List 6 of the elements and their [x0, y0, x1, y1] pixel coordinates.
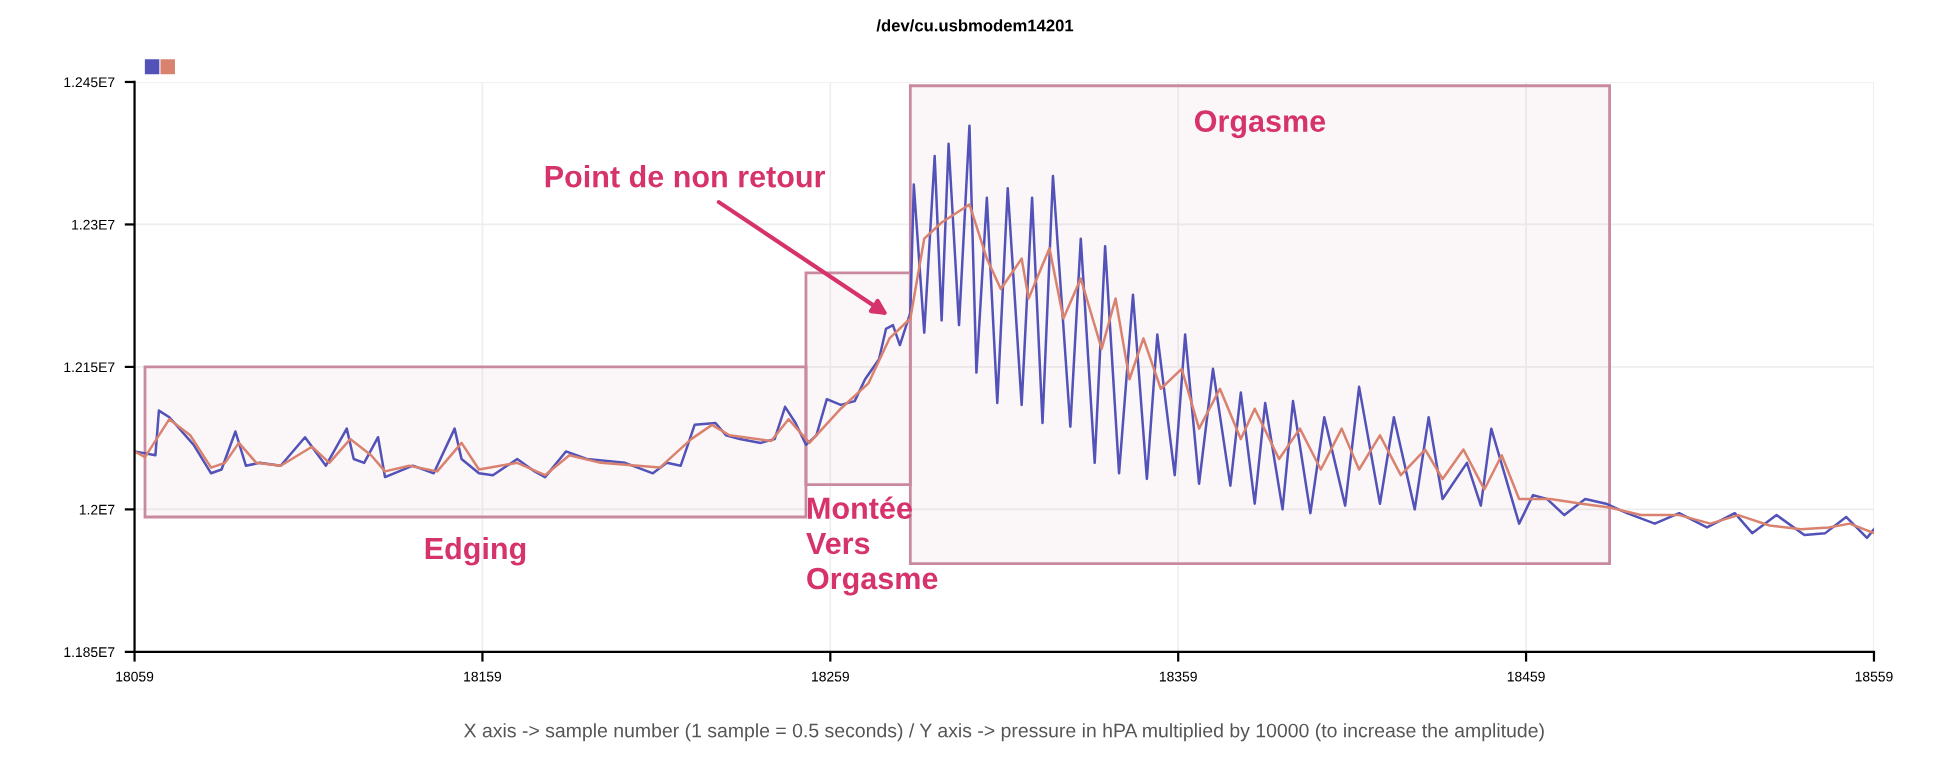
- band-label: Edging: [425, 536, 526, 566]
- chart-title: /dev/cu.usbmodem14201: [876, 19, 1074, 32]
- annotation: Point de non retour: [545, 164, 826, 188]
- x-axis-title: X axis -> sample number (1 sample = 0.5 seconds) / Y axis -> pressure in hPA multiplied by 10000 (to increase the amplitude): [464, 723, 1544, 742]
- line-series: [134, 203, 1874, 535]
- band-label: Orgasme: [1194, 110, 1326, 139]
